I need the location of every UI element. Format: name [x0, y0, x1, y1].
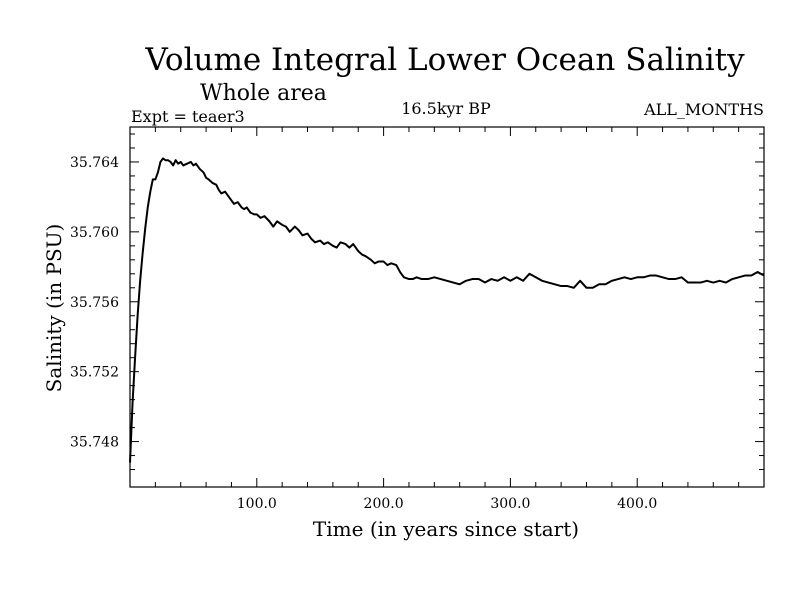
x-tick-label: 200.0: [364, 496, 404, 512]
y-axis-label: Salinity (in PSU): [42, 224, 66, 393]
x-tick-label: 100.0: [237, 496, 277, 512]
x-axis-label: Time (in years since start): [313, 517, 579, 541]
period-label: 16.5kyr BP: [401, 99, 491, 118]
y-tick-label: 35.748: [70, 435, 119, 451]
x-tick-label: 300.0: [490, 496, 530, 512]
y-tick-label: 35.760: [70, 225, 119, 241]
experiment-label: Expt = teaer3: [131, 107, 245, 126]
chart-subtitle: Whole area: [200, 81, 327, 106]
y-tick-label: 35.752: [70, 365, 119, 381]
y-tick-label: 35.764: [70, 155, 119, 171]
x-tick-label: 400.0: [617, 496, 657, 512]
plot-frame: [129, 126, 765, 488]
months-label: ALL_MONTHS: [643, 100, 764, 119]
chart-title: Volume Integral Lower Ocean Salinity: [144, 42, 745, 78]
series-line-salinity: [129, 157, 765, 463]
y-tick-label: 35.756: [70, 295, 119, 311]
